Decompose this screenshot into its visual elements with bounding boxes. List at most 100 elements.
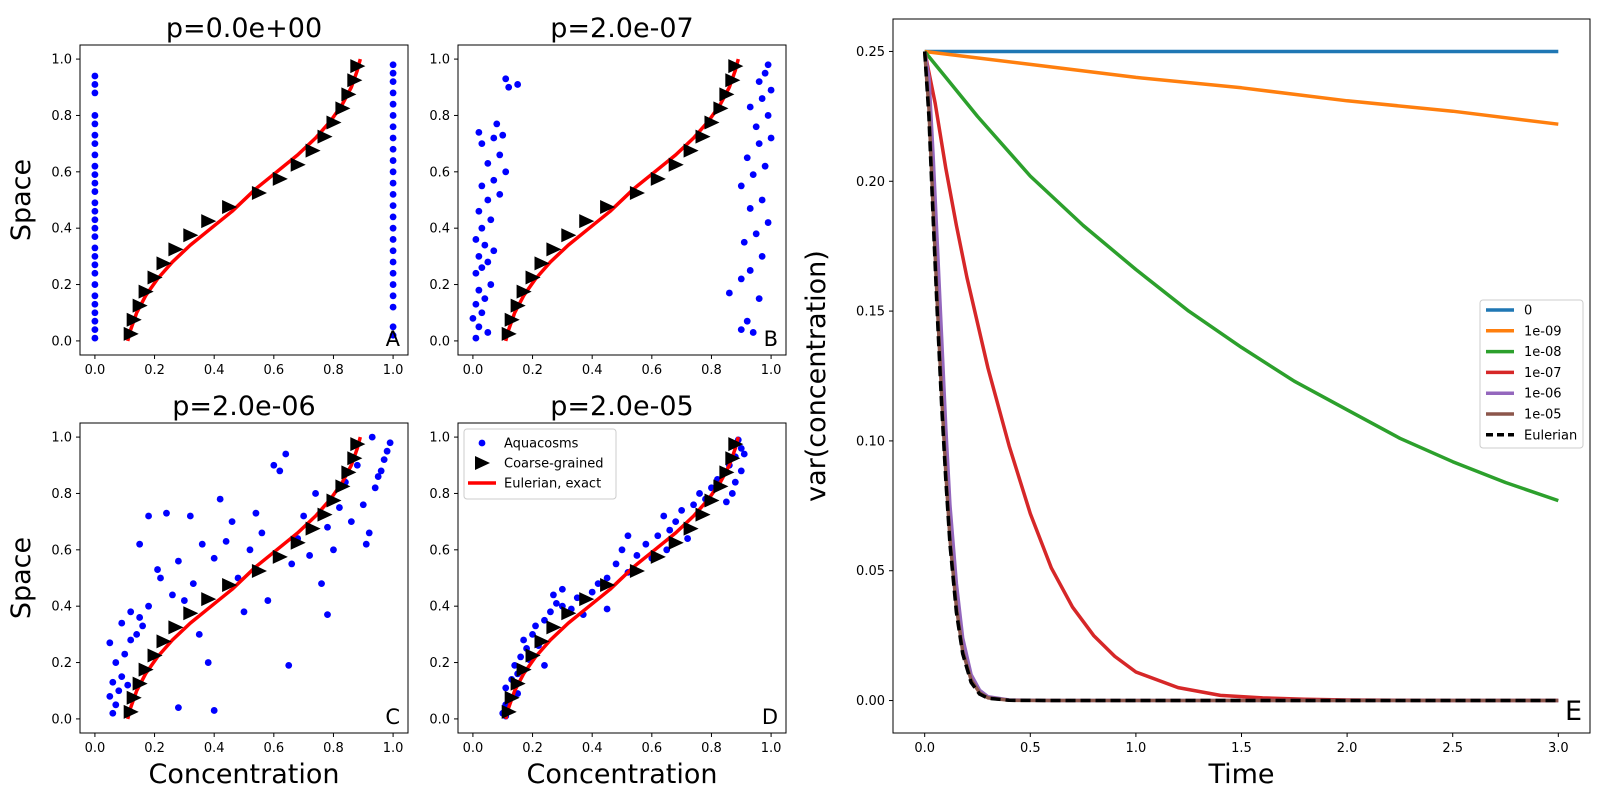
aquacosm-point	[746, 267, 754, 274]
coarse-grained-marker	[126, 690, 142, 705]
coarse-grained-marker	[534, 256, 550, 271]
aquacosm-point	[112, 701, 120, 709]
y-tick-label: 0.6	[429, 165, 450, 180]
aquacosm-point	[475, 252, 483, 260]
aquacosm-point	[547, 608, 554, 616]
aquacosm-point	[541, 661, 548, 669]
aquacosm-point	[124, 681, 132, 689]
aquacosm-point	[136, 614, 144, 621]
legend: Aquacosms Coarse-grained Eulerian, exact	[463, 428, 617, 500]
aquacosm-point	[767, 86, 775, 94]
panel-title: p=2.0e-07	[550, 13, 693, 44]
aquacosm-point	[558, 585, 566, 593]
coarse-grained-marker	[222, 578, 238, 593]
aquacosm-point	[91, 120, 99, 128]
y-tick-label: 0.15	[856, 305, 885, 320]
aquacosm-point	[186, 512, 194, 520]
x-tick-label: 0.6	[263, 363, 284, 378]
aquacosm-point	[389, 292, 397, 300]
y-tick-label: 1.0	[429, 53, 450, 68]
y-axis-label: var(concentration)	[801, 250, 832, 502]
aquacosm-point	[133, 630, 141, 638]
y-tick-label: 0.4	[429, 600, 450, 615]
coarse-grained-marker	[546, 620, 562, 635]
coarse-grained-marker	[350, 59, 366, 74]
legend-label: 0	[1524, 304, 1532, 319]
legend-label: Eulerian, exact	[504, 477, 601, 492]
aquacosm-point	[371, 484, 379, 492]
aquacosm-point	[737, 467, 745, 475]
y-tick-label: 0.8	[51, 487, 72, 502]
coarse-grained-marker	[683, 143, 699, 158]
aquacosm-point	[282, 450, 290, 458]
coarse-grained-marker	[728, 437, 744, 452]
x-tick-label: 0.0	[85, 741, 106, 756]
panel-label: A	[386, 327, 401, 351]
aquacosm-point	[163, 509, 170, 517]
aquacosm-point	[127, 608, 135, 616]
aquacosm-point	[389, 112, 397, 119]
aquacosm-point	[91, 252, 99, 260]
aquacosm-point	[91, 188, 99, 195]
x-tick-label: 0.6	[641, 363, 662, 378]
aquacosm-point	[737, 326, 745, 334]
aquacosm-point	[502, 684, 510, 692]
aquacosm-point	[722, 498, 730, 506]
aquacosm-point	[118, 619, 126, 627]
aquacosm-point	[91, 81, 99, 88]
aquacosm-point	[764, 219, 772, 226]
aquacosm-point	[553, 599, 560, 607]
aquacosm-point	[91, 112, 99, 119]
coarse-grained-marker	[695, 129, 711, 144]
aquacosm-point	[740, 238, 748, 246]
aquacosm-point	[746, 103, 754, 111]
coarse-grained-marker	[600, 578, 616, 593]
y-tick-label: 0.2	[51, 278, 72, 293]
aquacosm-point	[493, 120, 501, 128]
aquacosm-point	[484, 258, 492, 266]
aquacosm-point	[499, 131, 507, 139]
aquacosm-point	[731, 478, 739, 486]
x-tick-label: 0.8	[323, 363, 344, 378]
aquacosm-point	[91, 269, 99, 277]
y-tick-label: 0.4	[51, 600, 72, 615]
aquacosm-point	[91, 171, 99, 179]
x-axis-label: Concentration	[526, 759, 717, 790]
aquacosm-point	[91, 151, 99, 159]
aquacosm-point	[389, 247, 397, 255]
aquacosm-point	[91, 244, 99, 252]
aquacosm-point	[678, 506, 686, 514]
panel-label: B	[764, 327, 778, 351]
x-tick-label: 0.0	[463, 741, 484, 756]
aquacosm-point	[380, 456, 388, 464]
coarse-grained-marker	[728, 59, 744, 74]
coarse-grained-marker	[579, 592, 595, 607]
aquacosm-point	[502, 168, 510, 176]
x-tick-label: 0.2	[522, 741, 543, 756]
aquacosm-point	[767, 134, 775, 142]
y-tick-label: 0.8	[429, 109, 450, 124]
aquacosm-point	[550, 591, 557, 599]
coarse-grained-marker	[201, 592, 217, 607]
aquacosm-point	[252, 509, 260, 517]
aquacosm-point	[737, 182, 745, 190]
aquacosm-point	[115, 687, 123, 695]
aquacosm-point	[758, 252, 766, 260]
y-tick-label: 0.0	[429, 712, 450, 727]
aquacosm-point	[505, 83, 513, 91]
aquacosm-point	[484, 196, 492, 204]
coarse-grained-marker	[719, 465, 735, 480]
x-tick-label: 3.0	[1548, 741, 1569, 756]
coarse-grained-marker	[510, 676, 526, 691]
coarse-grained-marker	[156, 634, 172, 649]
aquacosm-point	[654, 532, 662, 540]
aquacosm-point	[389, 134, 397, 142]
aquacosm-point	[472, 269, 480, 277]
axes-frame	[79, 422, 409, 734]
legend-label: 1e-06	[1524, 387, 1562, 402]
y-tick-label: 0.2	[51, 656, 72, 671]
aquacosm-point	[91, 199, 99, 207]
aquacosm-point	[481, 241, 489, 249]
y-axis-label: Space	[6, 537, 37, 619]
coarse-grained-marker	[650, 171, 666, 186]
